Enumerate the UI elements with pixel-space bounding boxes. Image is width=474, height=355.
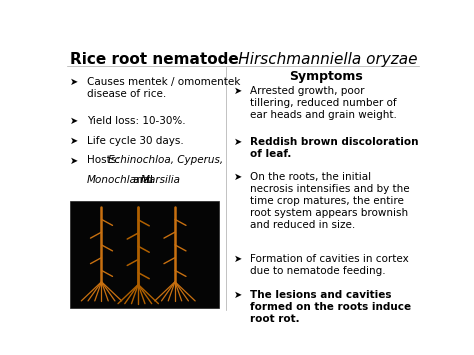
Text: Symptoms: Symptoms bbox=[290, 70, 364, 83]
Text: Echinochloa, Cyperus,: Echinochloa, Cyperus, bbox=[108, 155, 223, 165]
Text: Life cycle 30 days.: Life cycle 30 days. bbox=[87, 136, 183, 146]
Text: ➤: ➤ bbox=[234, 173, 242, 182]
Text: and: and bbox=[130, 175, 156, 185]
Text: Formation of cavities in cortex
due to nematode feeding.: Formation of cavities in cortex due to n… bbox=[250, 255, 409, 277]
Text: Yield loss: 10-30%.: Yield loss: 10-30%. bbox=[87, 116, 185, 126]
Text: ➤: ➤ bbox=[234, 255, 242, 264]
Text: - Hirschmanniella oryzae: - Hirschmanniella oryzae bbox=[223, 52, 417, 67]
Text: ➤: ➤ bbox=[70, 77, 78, 87]
Text: ➤: ➤ bbox=[234, 290, 242, 300]
Text: Arrested growth, poor
tillering, reduced number of
ear heads and grain weight.: Arrested growth, poor tillering, reduced… bbox=[250, 86, 397, 120]
Text: Reddish brown discoloration
of leaf.: Reddish brown discoloration of leaf. bbox=[250, 137, 419, 159]
Text: On the roots, the initial
necrosis intensifies and by the
time crop matures, the: On the roots, the initial necrosis inten… bbox=[250, 173, 410, 230]
Text: ➤: ➤ bbox=[234, 137, 242, 147]
Text: ➤: ➤ bbox=[70, 155, 78, 165]
Text: Marsilia: Marsilia bbox=[141, 175, 181, 185]
Text: Hosts:: Hosts: bbox=[87, 155, 123, 165]
Bar bbox=[70, 201, 219, 308]
Text: ➤: ➤ bbox=[70, 116, 78, 126]
Text: Causes mentek / omomentek
disease of rice.: Causes mentek / omomentek disease of ric… bbox=[87, 77, 240, 99]
Text: The lesions and cavities
formed on the roots induce
root rot.: The lesions and cavities formed on the r… bbox=[250, 290, 411, 324]
Text: Rice root nematode: Rice root nematode bbox=[70, 52, 239, 67]
Text: Monochlaria: Monochlaria bbox=[87, 175, 150, 185]
Text: ➤: ➤ bbox=[234, 86, 242, 96]
Text: ➤: ➤ bbox=[70, 136, 78, 146]
